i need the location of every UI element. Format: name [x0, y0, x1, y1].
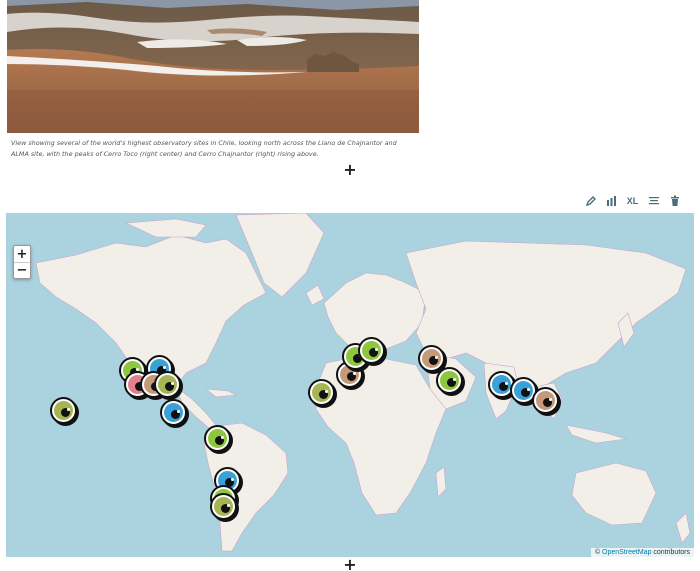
- map-attribution: © OpenStreetMap contributors: [590, 548, 694, 557]
- map-marker-iran[interactable]: [436, 367, 463, 394]
- eye-icon: [514, 381, 533, 400]
- add-block-button-top[interactable]: +: [343, 159, 357, 179]
- osm-link[interactable]: OpenStreetMap: [602, 549, 652, 556]
- trash-icon[interactable]: [667, 193, 682, 208]
- map-marker-hawaii[interactable]: [50, 397, 77, 424]
- edit-icon[interactable]: [583, 193, 598, 208]
- add-block-button-bottom[interactable]: +: [343, 554, 357, 571]
- map-marker-caucasus[interactable]: [418, 345, 445, 372]
- eye-icon: [440, 371, 459, 390]
- eye-icon: [492, 375, 511, 394]
- world-map[interactable]: + − © OpenStreetMap contributors: [6, 213, 694, 557]
- align-icon[interactable]: [646, 193, 661, 208]
- observatory-photo: [7, 0, 419, 133]
- size-toggle[interactable]: XL: [626, 195, 639, 206]
- map-marker-colombia[interactable]: [204, 425, 231, 452]
- map-marker-germany[interactable]: [358, 337, 385, 364]
- zoom-in-button[interactable]: +: [16, 246, 28, 262]
- stats-icon[interactable]: [604, 193, 619, 208]
- map-marker-canary-islands[interactable]: [308, 379, 335, 406]
- zoom-control: + −: [13, 245, 31, 279]
- map-marker-mexico-a[interactable]: [154, 371, 181, 398]
- attribution-prefix: ©: [594, 549, 603, 556]
- eye-icon: [362, 341, 381, 360]
- map-marker-china-south[interactable]: [532, 387, 559, 414]
- zoom-out-button[interactable]: −: [14, 262, 30, 278]
- eye-icon: [214, 497, 233, 516]
- map-marker-chile-south[interactable]: [210, 493, 237, 520]
- map-toolbar: XL: [583, 193, 682, 208]
- eye-icon: [208, 429, 227, 448]
- photo-caption: View showing several of the world's high…: [11, 139, 397, 158]
- eye-icon: [164, 403, 183, 422]
- map-marker-caribbean[interactable]: [160, 399, 187, 426]
- eye-icon: [54, 401, 73, 420]
- map-marker-alps[interactable]: [342, 343, 369, 370]
- eye-icon: [536, 391, 555, 410]
- eye-icon: [312, 383, 331, 402]
- eye-icon: [422, 349, 441, 368]
- eye-icon: [158, 375, 177, 394]
- attribution-suffix: contributors: [651, 549, 690, 556]
